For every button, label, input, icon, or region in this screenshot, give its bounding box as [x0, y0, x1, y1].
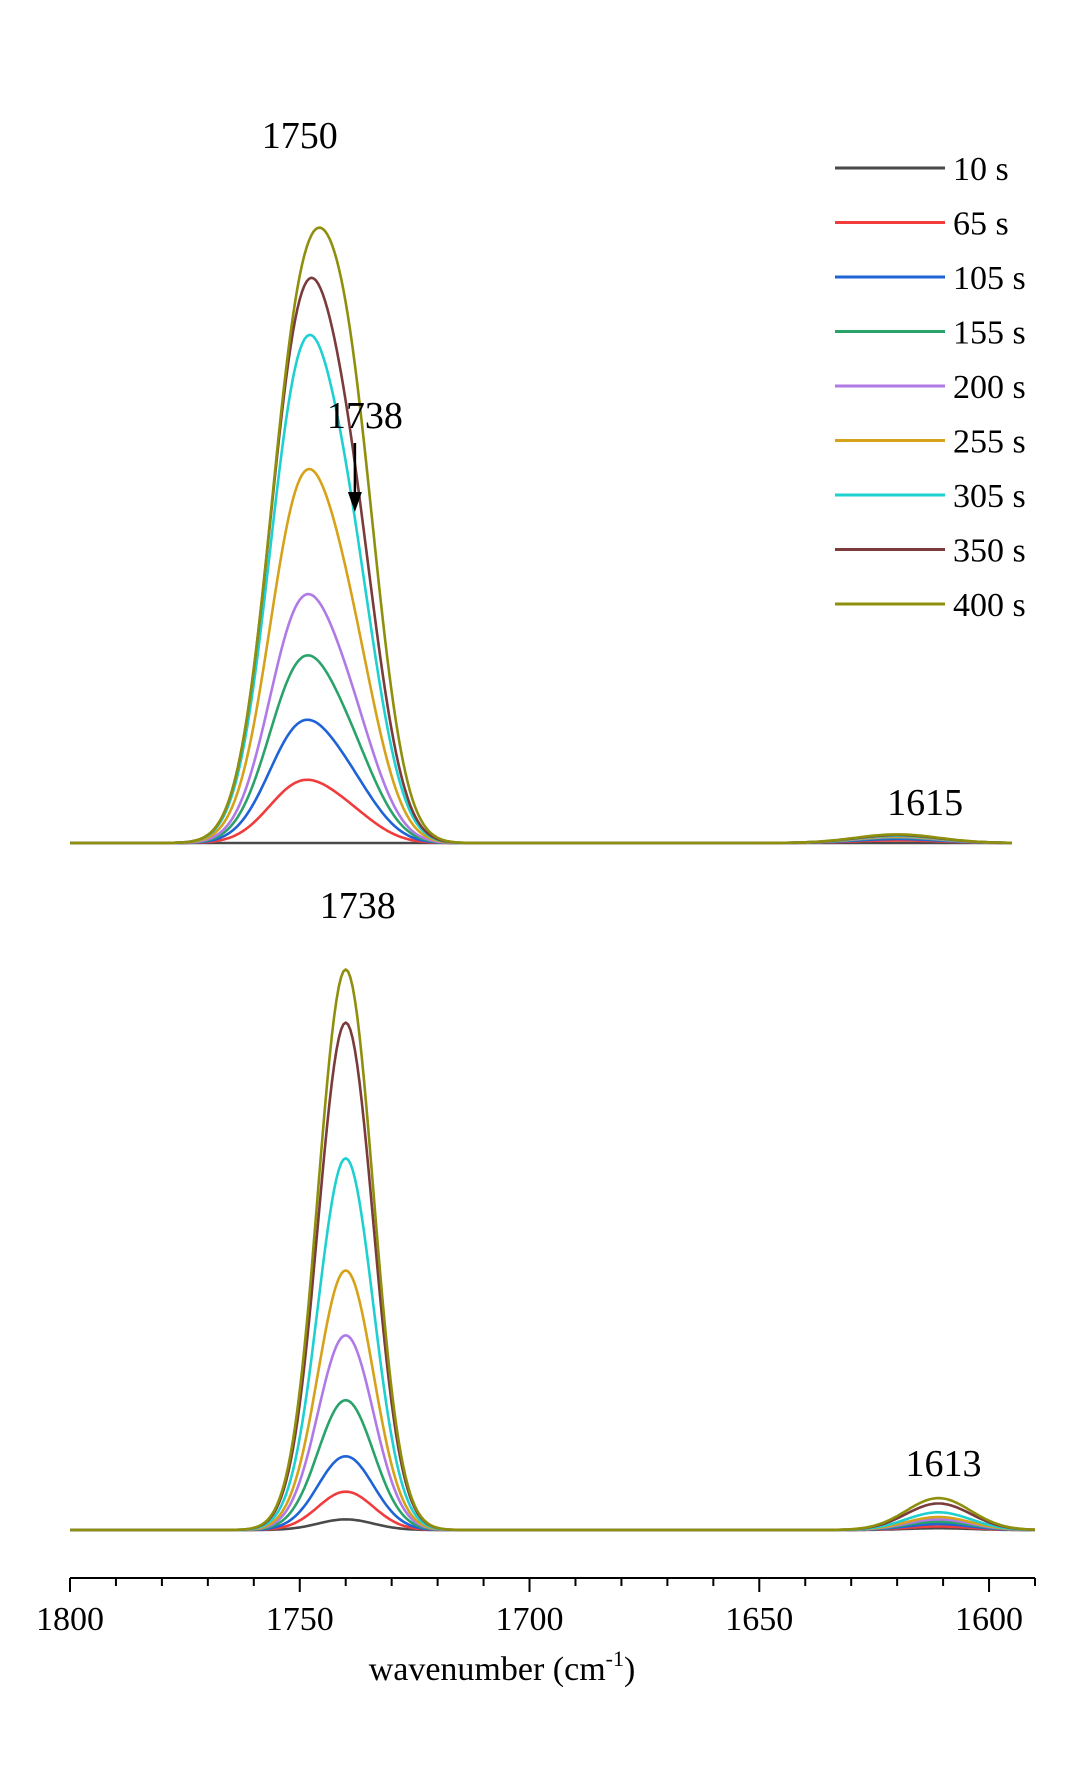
series-line-bottom-6 [70, 1157, 1035, 1532]
legend-label-1: 65 s [953, 206, 1009, 243]
series-line-top-4 [70, 592, 1012, 845]
series-line-bottom-4 [70, 1334, 1035, 1532]
legend-label-2: 105 s [953, 260, 1026, 297]
peak-label-top-1615: 1615 [887, 782, 963, 824]
series-line-top-6 [70, 333, 1012, 845]
peak-arrow-head [347, 492, 362, 512]
legend-label-6: 305 s [953, 478, 1026, 515]
x-tick-label-1750: 1750 [266, 1601, 334, 1638]
x-axis-title-close: ) [624, 1651, 635, 1688]
series-line-bottom-7 [70, 1021, 1036, 1532]
series-line-top-8 [70, 226, 1012, 845]
legend: 10 s 65 s 105 s 155 s 200 s 255 s 305 s 350 s 40… [835, 151, 1026, 624]
series-line-top-7 [70, 276, 1012, 845]
series-line-bottom-8 [70, 968, 1035, 1532]
legend-label-4: 200 s [953, 369, 1026, 406]
series-line-top-3 [70, 654, 1012, 845]
x-axis-title-main: wavenumber (cm [369, 1651, 606, 1688]
legend-label-7: 350 s [953, 533, 1026, 570]
x-axis-title-sup: -1 [606, 1646, 624, 1671]
peak-label-top-1750: 1750 [262, 115, 338, 157]
panel-bottom [70, 968, 1036, 1532]
x-axis-title: wavenumber (cm-1) [369, 1646, 636, 1688]
x-tick-label-1700: 1700 [496, 1601, 564, 1638]
panel-top [70, 226, 1013, 845]
series-line-top-2 [70, 718, 1012, 845]
legend-label-0: 10 s [953, 151, 1009, 188]
legend-label-5: 255 s [953, 424, 1026, 461]
x-tick-label-1650: 1650 [725, 1601, 793, 1638]
peak-label-bottom-1738: 1738 [320, 885, 396, 927]
x-tick-label-1600: 1600 [955, 1601, 1023, 1638]
peak-label-top-1738: 1738 [327, 395, 403, 437]
series-line-bottom-3 [70, 1398, 1035, 1532]
legend-label-3: 155 s [953, 315, 1026, 352]
series-line-top-5 [70, 467, 1013, 845]
legend-label-8: 400 s [953, 587, 1026, 624]
peak-label-bottom-1613: 1613 [906, 1443, 982, 1485]
x-tick-label-1800: 1800 [36, 1601, 104, 1638]
series-line-bottom-5 [70, 1269, 1036, 1532]
